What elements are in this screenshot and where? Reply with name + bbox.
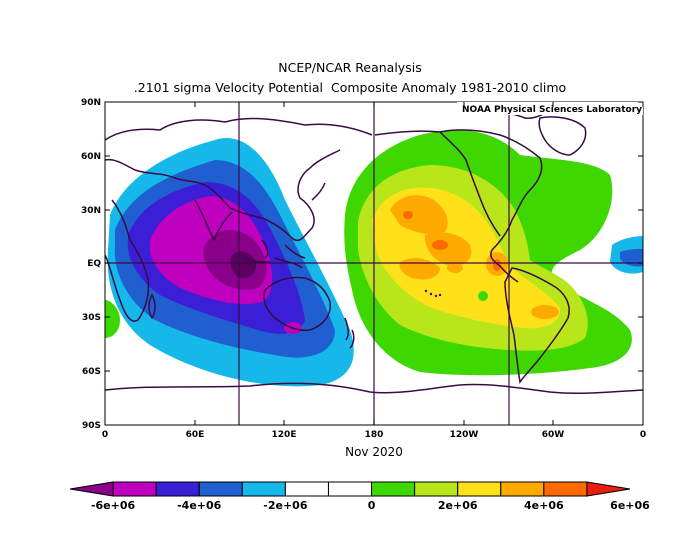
coast-antarctica xyxy=(105,382,643,395)
colorbar-label: -6e+06 xyxy=(91,499,136,512)
colorbar-swatch xyxy=(327,481,373,497)
colorbar-swatch xyxy=(500,481,545,497)
x-axis: 0 60E 120E 180 120W 60W 0 xyxy=(102,102,646,440)
coast-eurasia xyxy=(105,117,373,242)
colorbar-swatch xyxy=(155,481,200,497)
colorbar-swatch xyxy=(543,481,588,497)
credit-text: NOAA Physical Sciences Laboratory xyxy=(462,105,642,115)
coast-south-america xyxy=(504,267,570,384)
x-tick-label: 60E xyxy=(186,430,205,440)
colorbar-swatch xyxy=(241,481,286,497)
y-tick-label: 30S xyxy=(82,313,101,323)
coastlines xyxy=(105,106,643,395)
contour-red-1 xyxy=(432,240,448,250)
contour-africa-green xyxy=(105,300,120,338)
coast-africa xyxy=(105,199,150,322)
colorbar-label: -2e+06 xyxy=(263,499,308,512)
contour-atlantic-blue xyxy=(620,248,643,267)
contour-orange-1 xyxy=(390,195,448,235)
x-tick-label: 0 xyxy=(102,430,108,440)
coast-japan xyxy=(311,182,326,201)
colorbar-label: -4e+06 xyxy=(177,499,222,512)
colorbar-swatch xyxy=(69,481,114,497)
x-tick-label: 180 xyxy=(365,430,384,440)
colorbar-label: 0 xyxy=(368,499,376,512)
x-tick-label: 60W xyxy=(542,430,565,440)
map-subtitle: .2101 sigma Velocity Potential Composite… xyxy=(133,80,567,95)
x-tick-label: 0 xyxy=(640,430,646,440)
colorbar: -6e+06 -4e+06 -2e+06 0 2e+06 4e+06 6e+06 xyxy=(69,481,650,512)
colorbar-swatch xyxy=(457,481,502,497)
contour-red-2 xyxy=(403,211,413,219)
colorbar-swatch xyxy=(284,481,329,497)
x-tick-label: 120E xyxy=(272,430,297,440)
y-tick-label: EQ xyxy=(87,259,101,269)
contour-orange-6 xyxy=(447,263,463,273)
coast-nz xyxy=(344,317,355,349)
y-tick-label: 90S xyxy=(82,421,101,431)
colorbar-label: 2e+06 xyxy=(438,499,478,512)
contour-dark xyxy=(230,251,257,279)
coast-indonesia xyxy=(244,239,306,269)
anomaly-field xyxy=(105,106,643,395)
coast-australia xyxy=(263,276,331,332)
period-label: Nov 2020 xyxy=(345,445,403,459)
colorbar-swatch xyxy=(371,481,416,497)
y-tick-label: 30N xyxy=(81,206,101,216)
y-tick-label: 60N xyxy=(81,152,101,162)
y-axis: 90N 60N 30N EQ 30S 60S 90S xyxy=(81,98,643,431)
coast-madagascar xyxy=(148,293,156,320)
y-tick-label: 60S xyxy=(82,367,101,377)
credit-box xyxy=(457,102,643,115)
coast-greenland xyxy=(538,116,587,156)
contour-green-patch xyxy=(478,291,488,301)
contour-orange-5 xyxy=(531,305,559,319)
colorbar-swatch xyxy=(586,481,631,497)
colorbar-swatch xyxy=(198,481,243,497)
colorbar-label: 6e+06 xyxy=(610,499,650,512)
colorbar-swatch xyxy=(112,481,157,497)
colorbar-swatch xyxy=(414,481,459,497)
hawaii-dots xyxy=(424,289,442,298)
coast-north-america xyxy=(374,129,543,283)
x-tick-label: 120W xyxy=(450,430,479,440)
map-title: NCEP/NCAR Reanalysis xyxy=(278,60,422,75)
colorbar-label: 4e+06 xyxy=(524,499,564,512)
coast-india xyxy=(194,199,233,242)
y-tick-label: 90N xyxy=(81,98,101,108)
reference-lines xyxy=(105,102,643,425)
